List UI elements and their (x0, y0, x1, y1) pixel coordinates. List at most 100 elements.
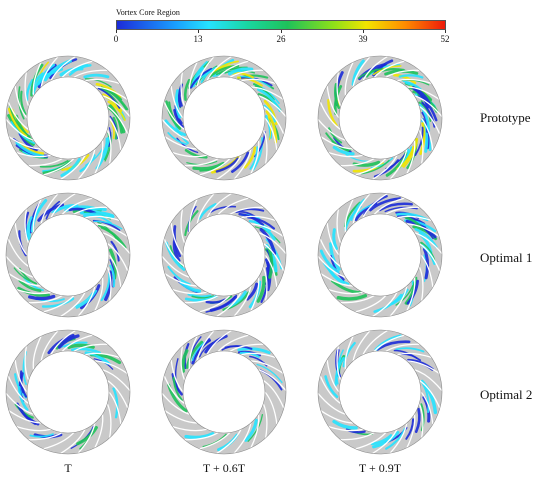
blade (163, 238, 186, 268)
row-label-optimal-1: Optimal 1 (480, 250, 533, 265)
vortex-streak (10, 121, 36, 145)
blade (264, 254, 278, 288)
blade (43, 158, 75, 176)
vortex-streak (67, 343, 95, 349)
blade (233, 285, 252, 317)
vortex-streak (422, 247, 430, 280)
blade (164, 273, 198, 287)
blade (262, 379, 285, 409)
vortex-streak (100, 272, 111, 302)
vortex-streak (97, 224, 123, 246)
impeller-plot-1-2 (161, 55, 287, 181)
blade (196, 330, 215, 362)
vortex-streak (173, 108, 185, 129)
blade (262, 129, 268, 165)
vortex-streak (224, 345, 253, 350)
blade (94, 140, 104, 175)
blade (385, 343, 420, 352)
vortex-streak (376, 340, 411, 351)
blade (320, 136, 354, 150)
vortex-streak (63, 341, 88, 348)
vortex-streak (17, 386, 29, 411)
blade (77, 422, 96, 454)
blade (250, 223, 284, 237)
blade (418, 266, 424, 302)
blade (102, 95, 131, 118)
vortex-streak (51, 205, 79, 213)
vortex-streak (245, 282, 259, 301)
blade (61, 197, 93, 215)
vortex-streak (110, 240, 120, 262)
blade (172, 288, 208, 295)
blade (60, 292, 86, 318)
blade (50, 55, 76, 81)
blade (184, 295, 219, 304)
vortex-streak (219, 66, 248, 75)
vortex-streak (190, 67, 213, 89)
blade (396, 352, 432, 359)
blade (326, 85, 340, 119)
blade (94, 277, 104, 312)
blade (50, 329, 76, 355)
vortex-streak (385, 427, 406, 450)
vortex-streak (191, 295, 214, 299)
vortex-streak (29, 433, 54, 438)
outer-rim (5, 329, 131, 455)
colorbar-tick-label: 39 (358, 34, 368, 44)
vortex-streak (184, 149, 208, 159)
blade (196, 193, 215, 225)
vortex-streak (331, 279, 362, 295)
vortex-streak (227, 67, 254, 76)
vortex-streak (414, 407, 421, 433)
impeller-plot-3-3 (317, 329, 443, 455)
blade (262, 266, 268, 302)
blade (328, 425, 364, 432)
blade (336, 345, 342, 381)
impeller-plot-3-1 (5, 329, 131, 455)
vortex-streak (384, 206, 418, 213)
blade (180, 345, 186, 381)
blade (84, 352, 120, 359)
vortex-streak (336, 294, 368, 301)
blade (372, 155, 398, 181)
blade (40, 330, 59, 362)
blade (184, 158, 219, 167)
vortex-streak (334, 83, 341, 109)
colorbar-tick-label: 13 (193, 34, 203, 44)
vortex-streak (33, 433, 63, 439)
blade (217, 60, 249, 78)
outer-rim (317, 192, 443, 318)
outer-rim (5, 192, 131, 318)
blade (106, 105, 129, 135)
blade (320, 273, 354, 287)
vortex-streak (60, 157, 81, 177)
blade (216, 429, 242, 455)
blade (389, 148, 408, 180)
blade (372, 292, 398, 318)
outer-rim (317, 329, 443, 455)
vortex-streak (15, 141, 45, 158)
blade (61, 334, 93, 352)
blade (164, 136, 198, 150)
blade (106, 403, 112, 439)
vortex-streak (167, 132, 188, 146)
blade (352, 56, 371, 88)
blade (16, 288, 52, 295)
blade (418, 242, 441, 272)
blade (188, 61, 198, 96)
vortex-streak (244, 146, 257, 169)
blade (61, 60, 93, 78)
blade (414, 95, 443, 118)
vortex-streak (164, 119, 187, 137)
blade (406, 86, 440, 100)
blade (418, 379, 441, 409)
blade (184, 432, 219, 441)
blade (362, 55, 388, 81)
blade (108, 254, 122, 288)
blade (362, 192, 388, 218)
blade (264, 391, 278, 425)
outer-rim (161, 329, 287, 455)
annulus (318, 56, 442, 180)
blade (60, 155, 86, 181)
column-label-t-0-6t: T + 0.6T (202, 461, 246, 475)
